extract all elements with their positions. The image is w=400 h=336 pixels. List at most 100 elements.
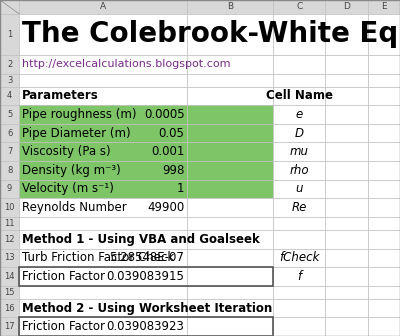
Bar (368, 55, 400, 74)
Text: e: e (296, 108, 303, 121)
Text: 0.039083923: 0.039083923 (106, 320, 184, 333)
Bar (19, 249, 187, 267)
Bar (19, 198, 187, 217)
Bar (273, 230, 325, 249)
Bar (19, 217, 187, 230)
Bar (187, 267, 273, 286)
Bar (0, 105, 19, 124)
Bar (187, 286, 273, 299)
Bar (19, 55, 187, 74)
Bar (187, 0, 273, 14)
Bar (187, 299, 273, 318)
Text: Density (kg m⁻³): Density (kg m⁻³) (22, 164, 121, 177)
Bar (368, 180, 400, 198)
Text: 17: 17 (4, 322, 15, 331)
Bar (368, 14, 400, 55)
Bar (325, 124, 368, 142)
Text: E: E (381, 2, 387, 11)
Text: 49900: 49900 (147, 201, 184, 214)
Bar (0, 198, 19, 217)
Text: Velocity (m s⁻¹): Velocity (m s⁻¹) (22, 182, 114, 196)
Text: 7: 7 (7, 147, 12, 156)
Bar (325, 299, 368, 318)
Bar (273, 217, 325, 230)
Bar (19, 87, 187, 105)
Bar (273, 142, 325, 161)
Bar (187, 142, 273, 161)
Text: Pipe roughness (m): Pipe roughness (m) (22, 108, 136, 121)
Bar (273, 180, 325, 198)
Bar (273, 87, 325, 105)
Text: D: D (343, 2, 350, 11)
Bar (273, 161, 325, 180)
Bar (187, 87, 273, 105)
Bar (273, 105, 325, 124)
Bar (19, 286, 187, 299)
Text: Pipe Diameter (m): Pipe Diameter (m) (22, 127, 131, 139)
Text: 1: 1 (177, 182, 184, 196)
Bar (368, 0, 400, 14)
Bar (19, 318, 273, 336)
Text: 0.05: 0.05 (158, 127, 184, 139)
Bar (325, 142, 368, 161)
Text: u: u (296, 182, 303, 196)
Text: 9: 9 (7, 184, 12, 194)
Bar (273, 286, 325, 299)
Bar (325, 286, 368, 299)
Bar (0, 142, 19, 161)
Bar (187, 180, 273, 198)
Bar (368, 105, 400, 124)
Bar (368, 198, 400, 217)
Text: 13: 13 (4, 253, 15, 262)
Text: Turb Friction Factor Check: Turb Friction Factor Check (22, 251, 174, 264)
Text: fCheck: fCheck (279, 251, 319, 264)
Bar (0, 180, 19, 198)
Bar (0, 87, 19, 105)
Text: The Colebrook-White Equation: The Colebrook-White Equation (22, 20, 400, 48)
Text: B: B (227, 2, 233, 11)
Bar (187, 249, 273, 267)
Text: Viscosity (Pa s): Viscosity (Pa s) (22, 145, 111, 158)
Bar (19, 142, 187, 161)
Bar (19, 161, 187, 180)
Text: 1: 1 (7, 30, 12, 39)
Bar (0, 124, 19, 142)
Bar (273, 74, 325, 87)
Bar (325, 180, 368, 198)
Bar (0, 318, 19, 336)
Bar (187, 198, 273, 217)
Text: 0.0005: 0.0005 (144, 108, 184, 121)
Bar (0, 55, 19, 74)
Bar (19, 267, 187, 286)
Bar (368, 217, 400, 230)
Bar (187, 74, 273, 87)
Bar (187, 217, 273, 230)
Bar (368, 161, 400, 180)
Bar (325, 0, 368, 14)
Bar (325, 55, 368, 74)
Bar (325, 267, 368, 286)
Text: 2: 2 (7, 60, 12, 69)
Bar (19, 180, 187, 198)
Bar (325, 249, 368, 267)
Bar (368, 267, 400, 286)
Bar (0, 0, 19, 14)
Text: Re: Re (292, 201, 307, 214)
Bar (0, 299, 19, 318)
Bar (273, 198, 325, 217)
Text: 8: 8 (7, 166, 12, 175)
Bar (273, 14, 325, 55)
Bar (368, 87, 400, 105)
Bar (273, 55, 325, 74)
Bar (0, 230, 19, 249)
Bar (325, 74, 368, 87)
Bar (187, 55, 273, 74)
Bar (368, 74, 400, 87)
Text: 0.001: 0.001 (151, 145, 184, 158)
Text: 4: 4 (7, 91, 12, 100)
Bar (325, 217, 368, 230)
Text: D: D (295, 127, 304, 139)
Bar (19, 14, 187, 55)
Bar (0, 14, 19, 55)
Text: 11: 11 (4, 219, 15, 228)
